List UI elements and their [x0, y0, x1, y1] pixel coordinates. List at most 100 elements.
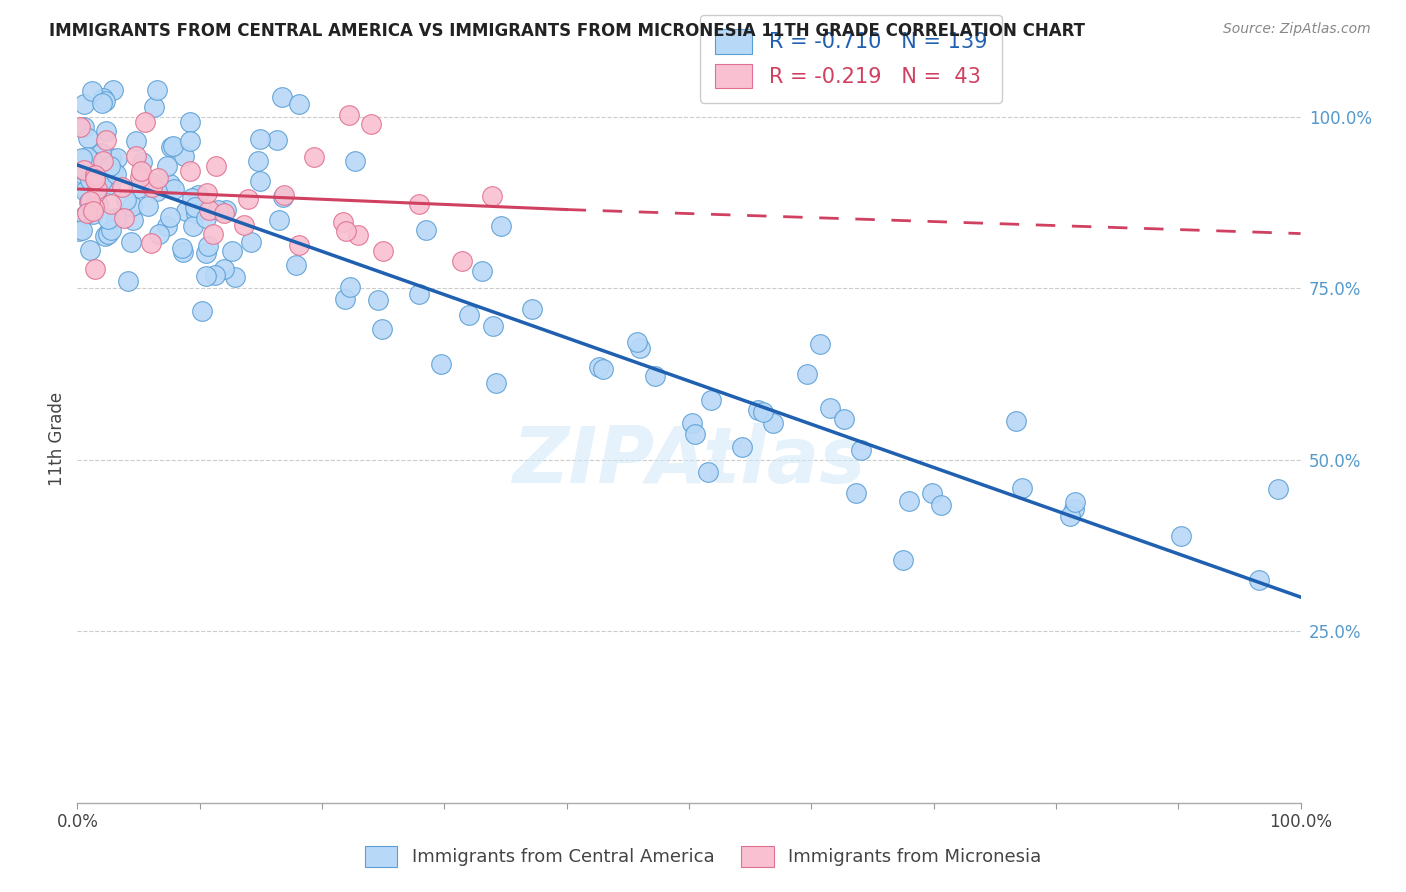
Point	[136, 198, 159, 212]
Point	[112, 211, 135, 226]
Point	[73, 120, 96, 134]
Point	[339, 279, 361, 293]
Point	[187, 187, 209, 202]
Point	[125, 134, 148, 148]
Point	[1063, 502, 1085, 516]
Point	[70, 223, 93, 237]
Point	[221, 244, 243, 259]
Point	[162, 138, 184, 153]
Point	[186, 205, 208, 219]
Point	[180, 191, 202, 205]
Point	[238, 192, 260, 206]
Point	[249, 174, 271, 188]
Point	[174, 203, 197, 218]
Point	[273, 187, 295, 202]
Point	[485, 376, 508, 391]
Point	[207, 203, 229, 218]
Point	[195, 211, 218, 226]
Point	[76, 206, 98, 220]
Point	[249, 132, 271, 146]
Point	[179, 163, 201, 178]
Point	[190, 304, 212, 318]
Point	[408, 197, 430, 211]
Point	[90, 146, 112, 161]
Point	[86, 188, 108, 202]
Point	[1011, 481, 1033, 495]
Point	[266, 133, 288, 147]
Point	[1249, 573, 1271, 587]
Point	[270, 90, 292, 104]
Point	[121, 199, 143, 213]
Point	[371, 322, 394, 336]
Text: IMMIGRANTS FROM CENTRAL AMERICA VS IMMIGRANTS FROM MICRONESIA 11TH GRADE CORRELA: IMMIGRANTS FROM CENTRAL AMERICA VS IMMIG…	[49, 22, 1085, 40]
Point	[82, 204, 104, 219]
Point	[76, 150, 98, 164]
Point	[83, 171, 105, 186]
Point	[91, 174, 114, 188]
Point	[520, 302, 543, 317]
Point	[94, 124, 117, 138]
Point	[198, 202, 221, 217]
Point	[156, 159, 179, 173]
Point	[80, 84, 103, 98]
Point	[142, 176, 165, 190]
Point	[929, 498, 952, 512]
Point	[159, 210, 181, 224]
Point	[195, 245, 218, 260]
Point	[86, 196, 108, 211]
Point	[481, 189, 503, 203]
Point	[1064, 495, 1087, 509]
Point	[91, 154, 114, 169]
Point	[343, 153, 366, 168]
Point	[146, 82, 169, 96]
Point	[644, 368, 666, 383]
Point	[145, 185, 167, 199]
Point	[197, 239, 219, 253]
Point	[628, 342, 651, 356]
Point	[1170, 529, 1192, 543]
Point	[430, 357, 453, 371]
Point	[124, 149, 146, 163]
Point	[105, 211, 128, 226]
Point	[808, 337, 831, 351]
Point	[83, 200, 105, 214]
Point	[179, 115, 201, 129]
Point	[212, 205, 235, 219]
Point	[148, 227, 170, 242]
Point	[415, 223, 437, 237]
Point	[122, 212, 145, 227]
Point	[127, 181, 149, 195]
Point	[73, 180, 96, 194]
Text: Source: ZipAtlas.com: Source: ZipAtlas.com	[1223, 22, 1371, 37]
Point	[285, 259, 308, 273]
Point	[100, 159, 122, 173]
Point	[79, 194, 101, 209]
Point	[337, 108, 360, 122]
Point	[67, 224, 90, 238]
Point	[697, 465, 720, 479]
Point	[335, 224, 357, 238]
Point	[84, 169, 107, 183]
Point	[72, 97, 94, 112]
Point	[681, 416, 703, 430]
Point	[79, 173, 101, 187]
Point	[97, 211, 120, 226]
Point	[195, 186, 218, 200]
Point	[159, 177, 181, 191]
Point	[80, 154, 103, 169]
Point	[333, 292, 356, 306]
Point	[129, 163, 152, 178]
Point	[96, 227, 118, 242]
Point	[1267, 482, 1289, 496]
Point	[214, 202, 236, 217]
Point	[205, 159, 228, 173]
Point	[751, 405, 773, 419]
Point	[101, 82, 124, 96]
Point	[75, 184, 97, 198]
Point	[93, 170, 115, 185]
Point	[90, 96, 112, 111]
Point	[84, 170, 107, 185]
Point	[267, 212, 290, 227]
Point	[489, 219, 512, 234]
Point	[90, 145, 112, 160]
